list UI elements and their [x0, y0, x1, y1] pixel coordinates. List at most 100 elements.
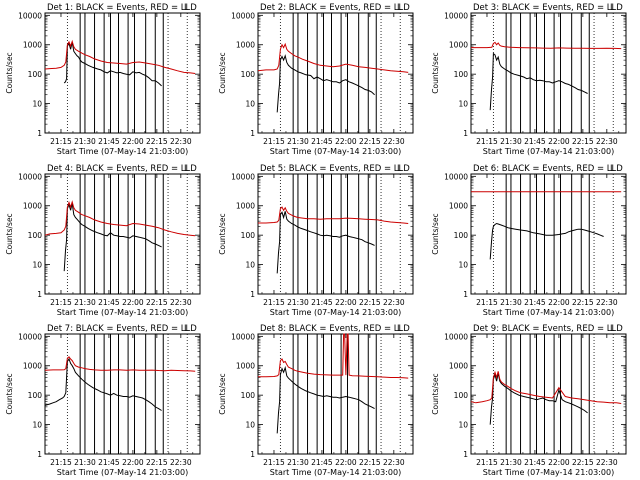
x-tick-label: 21:45 — [311, 458, 333, 467]
y-tick-label: 100 — [28, 70, 43, 79]
x-tick-label: 22:15 — [146, 137, 168, 146]
y-tick-label: 1 — [250, 129, 255, 138]
x-tick-label: 21:15 — [50, 458, 72, 467]
series-line-events — [63, 42, 162, 87]
x-tick-label: 21:45 — [524, 458, 546, 467]
x-axis-label: Start Time (07-May-14 21:03:00) — [483, 468, 614, 477]
series-line-events — [63, 202, 162, 272]
y-tick-label: 1000 — [23, 41, 42, 50]
x-tick-label: 22:15 — [359, 298, 381, 307]
x-tick-label: 22:15 — [572, 458, 594, 467]
y-tick-label: 10000 — [231, 172, 255, 181]
plot-frame — [44, 173, 201, 295]
x-tick-label: 21:15 — [263, 298, 285, 307]
marker-label: L — [184, 3, 189, 13]
x-axis-label: Start Time (07-May-14 21:03:00) — [483, 147, 614, 156]
y-tick-label: 100 — [241, 231, 256, 240]
y-tick-label: 1000 — [449, 41, 468, 50]
y-tick-label: 1000 — [449, 202, 468, 211]
y-tick-label: 10000 — [18, 332, 42, 341]
series-line-lld — [258, 206, 409, 224]
series-line-lld — [44, 200, 196, 237]
y-tick-label: 1 — [37, 129, 42, 138]
x-tick-label: 22:00 — [335, 458, 357, 467]
x-tick-label: 22:30 — [596, 137, 618, 146]
marker-label: L — [397, 164, 402, 174]
x-tick-label: 21:30 — [500, 458, 522, 467]
x-tick-label: 22:15 — [146, 458, 168, 467]
marker-label: L — [610, 3, 615, 13]
y-tick-label: 10000 — [444, 172, 468, 181]
y-tick-label: 10000 — [231, 332, 255, 341]
y-tick-label: 10 — [32, 100, 42, 109]
y-tick-label: 10 — [245, 100, 255, 109]
y-tick-label: 10000 — [444, 11, 468, 20]
plot-frame — [257, 12, 414, 134]
y-tick-label: 1000 — [236, 202, 255, 211]
x-tick-label: 22:30 — [170, 298, 192, 307]
series-line-lld — [44, 39, 196, 74]
series-line-events — [44, 357, 162, 411]
y-tick-label: 10000 — [231, 11, 255, 20]
plot-frame — [470, 333, 627, 455]
y-tick-label: 1 — [37, 450, 42, 459]
y-axis-label: Counts/sec — [5, 213, 14, 254]
x-tick-label: 22:15 — [146, 298, 168, 307]
y-axis-label: Counts/sec — [5, 52, 14, 93]
y-axis-label: Counts/sec — [218, 52, 227, 93]
x-tick-label: 21:30 — [500, 298, 522, 307]
x-tick-label: 21:15 — [476, 458, 498, 467]
y-tick-label: 10 — [32, 261, 42, 270]
series-line-lld — [44, 356, 196, 372]
x-tick-label: 21:15 — [476, 298, 498, 307]
y-tick-label: 1000 — [236, 41, 255, 50]
series-line-events — [276, 211, 375, 274]
x-tick-label: 21:30 — [74, 137, 96, 146]
x-tick-label: 22:00 — [548, 458, 570, 467]
x-tick-label: 21:45 — [311, 137, 333, 146]
marker-label: L — [184, 324, 189, 334]
x-tick-label: 22:00 — [548, 298, 570, 307]
x-tick-label: 21:45 — [98, 137, 120, 146]
y-tick-label: 1000 — [23, 202, 42, 211]
y-tick-label: 1 — [463, 290, 468, 299]
y-axis-label: Counts/sec — [431, 373, 440, 414]
x-tick-label: 21:15 — [50, 137, 72, 146]
series-line-lld — [470, 370, 622, 404]
plot-frame — [257, 173, 414, 295]
y-tick-label: 100 — [454, 70, 469, 79]
x-tick-label: 22:15 — [359, 458, 381, 467]
y-tick-label: 100 — [241, 391, 256, 400]
x-tick-label: 22:30 — [383, 298, 405, 307]
y-tick-label: 1 — [463, 129, 468, 138]
x-tick-label: 22:00 — [335, 298, 357, 307]
y-tick-label: 100 — [454, 391, 469, 400]
x-tick-label: 21:45 — [98, 458, 120, 467]
x-axis-label: Start Time (07-May-14 21:03:00) — [57, 147, 188, 156]
x-tick-label: 21:30 — [74, 298, 96, 307]
marker-label: L — [397, 3, 402, 13]
y-tick-label: 1000 — [23, 362, 42, 371]
x-tick-label: 22:30 — [170, 137, 192, 146]
panel-title: Det 8: BLACK = Events, RED = LLD — [260, 324, 410, 334]
x-tick-label: 21:45 — [524, 298, 546, 307]
plot-frame — [44, 12, 201, 134]
x-tick-label: 22:30 — [383, 137, 405, 146]
x-axis-label: Start Time (07-May-14 21:03:00) — [483, 308, 614, 317]
x-tick-label: 21:30 — [74, 458, 96, 467]
x-tick-label: 21:15 — [476, 137, 498, 146]
y-tick-label: 1 — [250, 450, 255, 459]
y-tick-label: 100 — [28, 231, 43, 240]
panel-title: Det 2: BLACK = Events, RED = LLD — [260, 3, 410, 13]
marker-label: L — [184, 164, 189, 174]
y-axis-label: Counts/sec — [218, 373, 227, 414]
plot-frame — [470, 12, 627, 134]
y-tick-label: 10 — [458, 261, 468, 270]
x-tick-label: 21:45 — [524, 137, 546, 146]
plot-frame — [470, 173, 627, 295]
